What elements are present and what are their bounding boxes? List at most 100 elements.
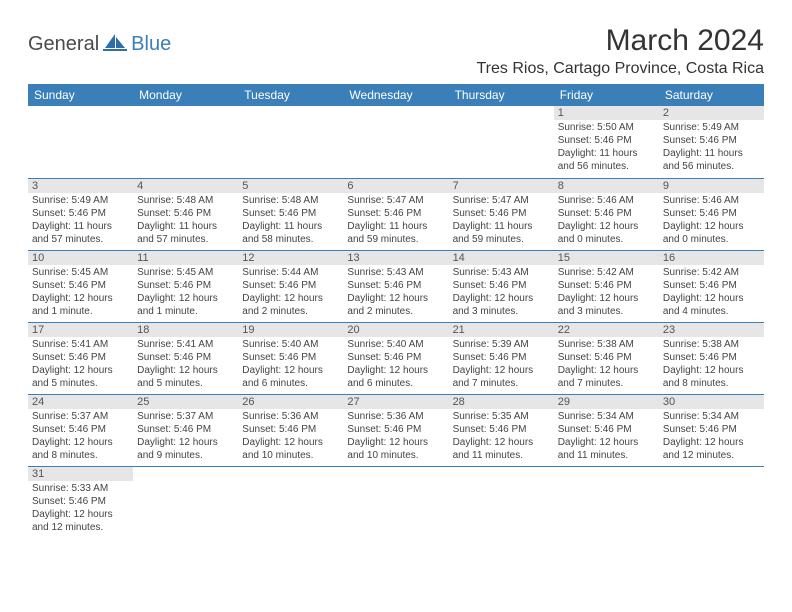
sunrise-line: Sunrise: 5:43 AM	[347, 266, 444, 279]
calendar-day-cell: 12Sunrise: 5:44 AMSunset: 5:46 PMDayligh…	[238, 250, 343, 322]
location-text: Tres Rios, Cartago Province, Costa Rica	[476, 60, 764, 78]
sunset-line: Sunset: 5:46 PM	[32, 423, 129, 436]
sunrise-line: Sunrise: 5:45 AM	[137, 266, 234, 279]
sunrise-line: Sunrise: 5:34 AM	[558, 410, 655, 423]
month-title: March 2024	[476, 24, 764, 58]
sunset-line: Sunset: 5:46 PM	[32, 279, 129, 292]
calendar-empty-cell	[133, 106, 238, 178]
daylight-line: Daylight: 12 hours and 5 minutes.	[137, 364, 234, 390]
sunset-line: Sunset: 5:46 PM	[663, 134, 760, 147]
sunrise-line: Sunrise: 5:37 AM	[137, 410, 234, 423]
day-number: 6	[343, 179, 448, 193]
day-number: 19	[238, 323, 343, 337]
calendar-day-cell: 28Sunrise: 5:35 AMSunset: 5:46 PMDayligh…	[449, 394, 554, 466]
calendar-day-cell: 25Sunrise: 5:37 AMSunset: 5:46 PMDayligh…	[133, 394, 238, 466]
sunrise-line: Sunrise: 5:36 AM	[242, 410, 339, 423]
calendar-empty-cell	[659, 466, 764, 538]
sunrise-line: Sunrise: 5:46 AM	[558, 194, 655, 207]
sunset-line: Sunset: 5:46 PM	[242, 351, 339, 364]
sunset-line: Sunset: 5:46 PM	[32, 351, 129, 364]
calendar-week-row: 17Sunrise: 5:41 AMSunset: 5:46 PMDayligh…	[28, 322, 764, 394]
daylight-line: Daylight: 11 hours and 56 minutes.	[663, 147, 760, 173]
sunset-line: Sunset: 5:46 PM	[32, 207, 129, 220]
calendar-day-cell: 8Sunrise: 5:46 AMSunset: 5:46 PMDaylight…	[554, 178, 659, 250]
sunrise-line: Sunrise: 5:34 AM	[663, 410, 760, 423]
day-of-week-header: Thursday	[449, 84, 554, 106]
day-of-week-header: Monday	[133, 84, 238, 106]
day-number: 1	[554, 106, 659, 120]
calendar-week-row: 10Sunrise: 5:45 AMSunset: 5:46 PMDayligh…	[28, 250, 764, 322]
daylight-line: Daylight: 11 hours and 57 minutes.	[137, 220, 234, 246]
calendar-week-row: 31Sunrise: 5:33 AMSunset: 5:46 PMDayligh…	[28, 466, 764, 538]
calendar-empty-cell	[238, 106, 343, 178]
calendar-day-cell: 15Sunrise: 5:42 AMSunset: 5:46 PMDayligh…	[554, 250, 659, 322]
calendar-table: SundayMondayTuesdayWednesdayThursdayFrid…	[28, 84, 764, 538]
day-number: 10	[28, 251, 133, 265]
day-number: 20	[343, 323, 448, 337]
day-of-week-header: Saturday	[659, 84, 764, 106]
sunset-line: Sunset: 5:46 PM	[347, 279, 444, 292]
calendar-empty-cell	[238, 466, 343, 538]
calendar-week-row: 1Sunrise: 5:50 AMSunset: 5:46 PMDaylight…	[28, 106, 764, 178]
daylight-line: Daylight: 11 hours and 57 minutes.	[32, 220, 129, 246]
calendar-day-cell: 3Sunrise: 5:49 AMSunset: 5:46 PMDaylight…	[28, 178, 133, 250]
day-number: 30	[659, 395, 764, 409]
sunrise-line: Sunrise: 5:40 AM	[242, 338, 339, 351]
day-number: 8	[554, 179, 659, 193]
header: General Blue March 2024 Tres Rios, Carta…	[28, 24, 764, 78]
calendar-empty-cell	[449, 466, 554, 538]
sunrise-line: Sunrise: 5:42 AM	[663, 266, 760, 279]
daylight-line: Daylight: 12 hours and 3 minutes.	[558, 292, 655, 318]
calendar-day-cell: 9Sunrise: 5:46 AMSunset: 5:46 PMDaylight…	[659, 178, 764, 250]
sunset-line: Sunset: 5:46 PM	[453, 351, 550, 364]
day-number: 21	[449, 323, 554, 337]
daylight-line: Daylight: 12 hours and 11 minutes.	[558, 436, 655, 462]
calendar-day-cell: 29Sunrise: 5:34 AMSunset: 5:46 PMDayligh…	[554, 394, 659, 466]
sunrise-line: Sunrise: 5:46 AM	[663, 194, 760, 207]
sunrise-line: Sunrise: 5:49 AM	[32, 194, 129, 207]
daylight-line: Daylight: 12 hours and 5 minutes.	[32, 364, 129, 390]
sunrise-line: Sunrise: 5:47 AM	[347, 194, 444, 207]
sunrise-line: Sunrise: 5:40 AM	[347, 338, 444, 351]
calendar-day-cell: 23Sunrise: 5:38 AMSunset: 5:46 PMDayligh…	[659, 322, 764, 394]
day-number: 15	[554, 251, 659, 265]
calendar-day-cell: 31Sunrise: 5:33 AMSunset: 5:46 PMDayligh…	[28, 466, 133, 538]
daylight-line: Daylight: 12 hours and 1 minute.	[32, 292, 129, 318]
day-number: 23	[659, 323, 764, 337]
sunrise-line: Sunrise: 5:42 AM	[558, 266, 655, 279]
daylight-line: Daylight: 12 hours and 0 minutes.	[558, 220, 655, 246]
calendar-day-cell: 24Sunrise: 5:37 AMSunset: 5:46 PMDayligh…	[28, 394, 133, 466]
calendar-day-cell: 26Sunrise: 5:36 AMSunset: 5:46 PMDayligh…	[238, 394, 343, 466]
day-number: 26	[238, 395, 343, 409]
sunset-line: Sunset: 5:46 PM	[137, 279, 234, 292]
sunset-line: Sunset: 5:46 PM	[663, 351, 760, 364]
day-number: 9	[659, 179, 764, 193]
sunset-line: Sunset: 5:46 PM	[347, 207, 444, 220]
sunrise-line: Sunrise: 5:48 AM	[137, 194, 234, 207]
daylight-line: Daylight: 12 hours and 4 minutes.	[663, 292, 760, 318]
calendar-day-cell: 11Sunrise: 5:45 AMSunset: 5:46 PMDayligh…	[133, 250, 238, 322]
calendar-day-cell: 13Sunrise: 5:43 AMSunset: 5:46 PMDayligh…	[343, 250, 448, 322]
sunrise-line: Sunrise: 5:45 AM	[32, 266, 129, 279]
daylight-line: Daylight: 12 hours and 7 minutes.	[558, 364, 655, 390]
calendar-day-cell: 27Sunrise: 5:36 AMSunset: 5:46 PMDayligh…	[343, 394, 448, 466]
sunset-line: Sunset: 5:46 PM	[663, 207, 760, 220]
day-of-week-row: SundayMondayTuesdayWednesdayThursdayFrid…	[28, 84, 764, 106]
day-number: 31	[28, 467, 133, 481]
daylight-line: Daylight: 12 hours and 12 minutes.	[663, 436, 760, 462]
day-of-week-header: Tuesday	[238, 84, 343, 106]
sunset-line: Sunset: 5:46 PM	[137, 207, 234, 220]
daylight-line: Daylight: 12 hours and 2 minutes.	[347, 292, 444, 318]
sunrise-line: Sunrise: 5:33 AM	[32, 482, 129, 495]
calendar-day-cell: 30Sunrise: 5:34 AMSunset: 5:46 PMDayligh…	[659, 394, 764, 466]
calendar-day-cell: 19Sunrise: 5:40 AMSunset: 5:46 PMDayligh…	[238, 322, 343, 394]
calendar-empty-cell	[554, 466, 659, 538]
sunset-line: Sunset: 5:46 PM	[32, 495, 129, 508]
day-of-week-header: Sunday	[28, 84, 133, 106]
daylight-line: Daylight: 12 hours and 1 minute.	[137, 292, 234, 318]
calendar-empty-cell	[343, 106, 448, 178]
sunset-line: Sunset: 5:46 PM	[558, 279, 655, 292]
day-number: 11	[133, 251, 238, 265]
daylight-line: Daylight: 12 hours and 7 minutes.	[453, 364, 550, 390]
daylight-line: Daylight: 12 hours and 6 minutes.	[347, 364, 444, 390]
